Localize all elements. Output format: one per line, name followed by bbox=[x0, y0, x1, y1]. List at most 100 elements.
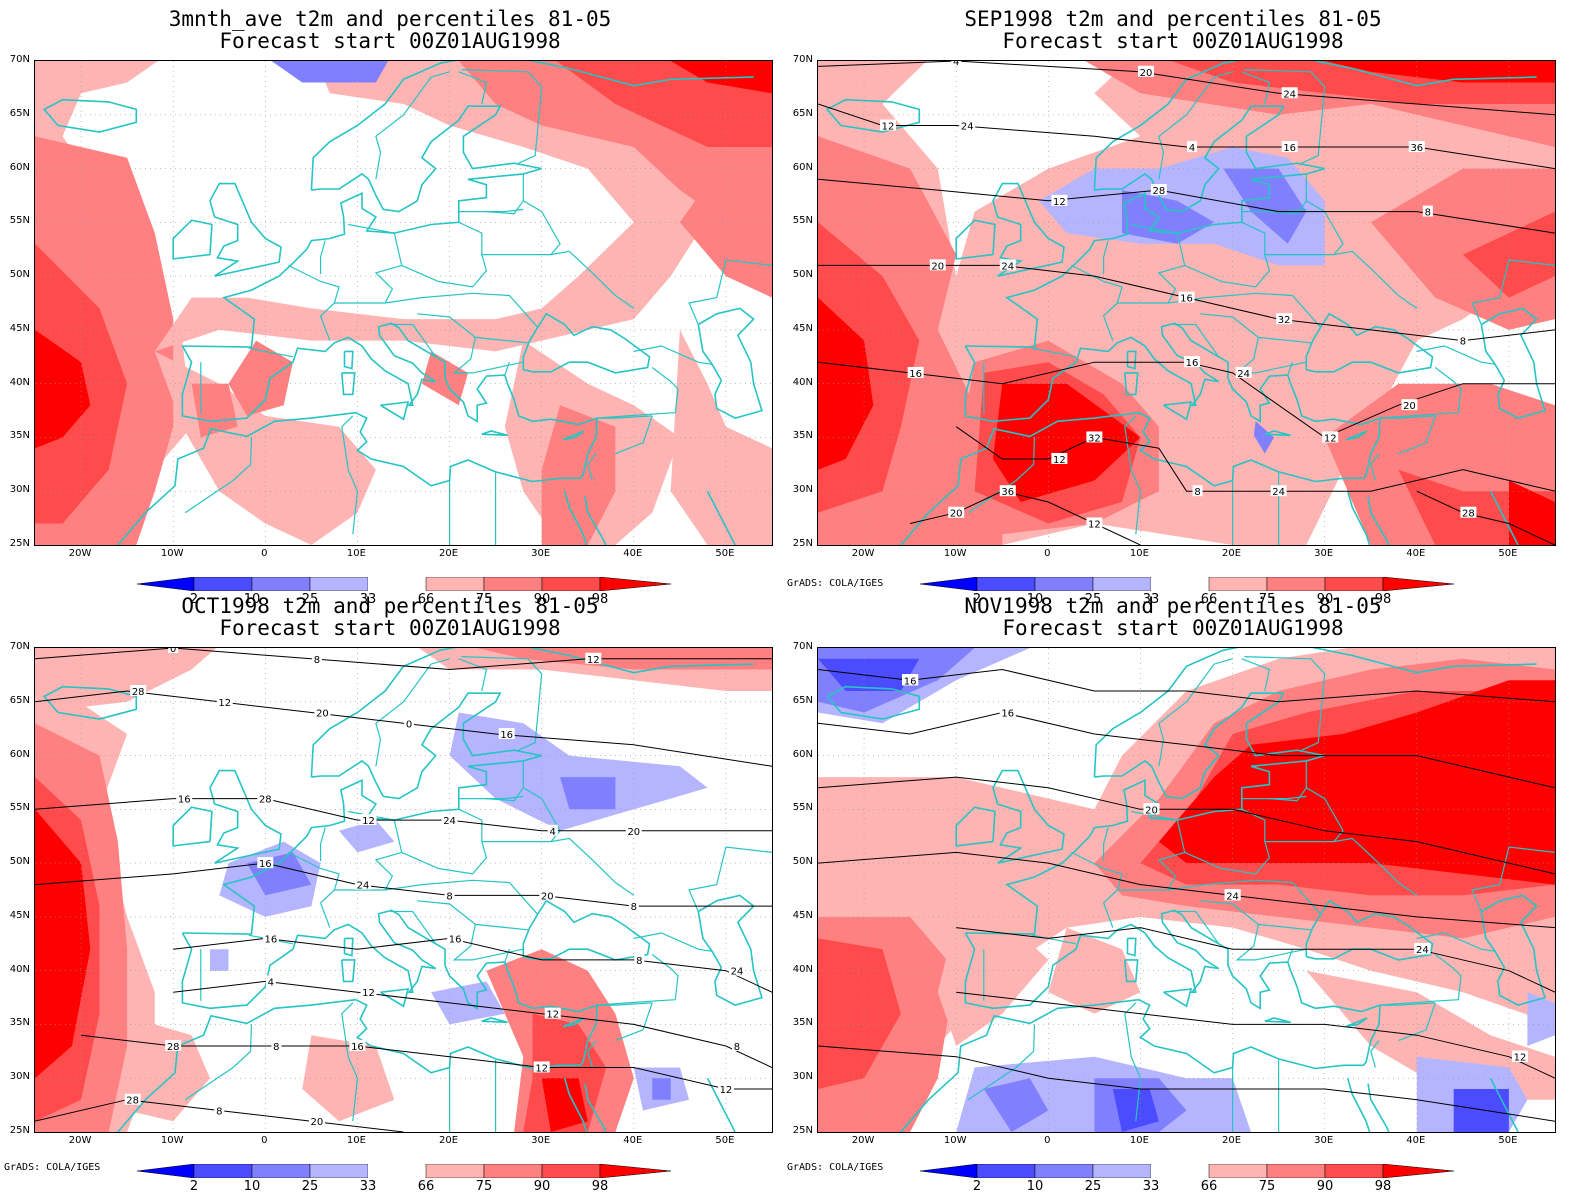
colorbar-segment-p25 bbox=[251, 1163, 311, 1179]
contour-label-bg bbox=[1150, 184, 1167, 196]
colorbar-label: 10 bbox=[243, 592, 261, 607]
border bbox=[1173, 910, 1220, 945]
contour-label-bg bbox=[625, 824, 642, 836]
contour-label-bg bbox=[214, 1104, 225, 1116]
contour-line bbox=[955, 426, 1555, 492]
coastline bbox=[522, 312, 651, 374]
contour-label: 8 bbox=[314, 655, 320, 666]
contour-label: 8 bbox=[216, 1106, 222, 1117]
lon-tick-label: 20W bbox=[68, 1135, 92, 1146]
contour-line bbox=[818, 711, 1555, 789]
colorbar bbox=[919, 1163, 1455, 1179]
map-area: 4 4 8 8 12 8 12 12 12 16 16 12 20 20 16 20 16 20 24 28 24 28 3… bbox=[817, 60, 1556, 546]
border bbox=[1131, 810, 1178, 821]
panel-subtitle: Forecast start 00Z01AUG1998 bbox=[219, 616, 561, 640]
lat-tick-label: 70N bbox=[9, 641, 30, 652]
lat-tick-label: 35N bbox=[792, 1017, 813, 1029]
contour-line bbox=[35, 798, 772, 832]
border bbox=[417, 313, 528, 344]
contour-label-bg bbox=[1276, 313, 1293, 325]
lat-tick-label: 50N bbox=[792, 269, 813, 281]
coastline bbox=[172, 806, 213, 847]
colorbar bbox=[136, 576, 672, 592]
coastline bbox=[1094, 105, 1325, 213]
contour-label: 36 bbox=[1410, 143, 1423, 154]
lat-tick-label: 65N bbox=[792, 694, 813, 706]
coastline bbox=[117, 411, 581, 545]
border bbox=[1184, 808, 1271, 875]
map-area: 0 0 4 8 4 8 8 12 12 8 8 8 12 12 16 16 16 12 12 8 16 20 16 12 16 2… bbox=[34, 647, 773, 1133]
border bbox=[375, 658, 450, 767]
contour-label: 12 bbox=[1088, 519, 1101, 530]
contour-line bbox=[818, 1045, 1555, 1122]
colorbar-label: 75 bbox=[475, 592, 493, 607]
contour-line bbox=[1416, 490, 1555, 545]
lat-tick-label: 30N bbox=[792, 484, 813, 496]
colorbar-segment-p25 bbox=[1034, 1163, 1094, 1179]
map-panel-4: NOV1998 t2m and percentiles 81-05 Forecas… bbox=[783, 587, 1563, 1194]
lat-tick-label: 25N bbox=[792, 538, 813, 549]
contour-label-bg bbox=[1511, 1050, 1528, 1062]
lat-tick-label: 70N bbox=[9, 54, 30, 65]
coastline bbox=[209, 769, 282, 864]
contour-label-bg bbox=[404, 717, 415, 729]
contour-label: 20 bbox=[1403, 401, 1416, 412]
border bbox=[1398, 415, 1436, 455]
coastline bbox=[964, 909, 1381, 1066]
border bbox=[481, 250, 635, 309]
colorbar-segment-p2 bbox=[136, 1163, 195, 1179]
border bbox=[1124, 415, 1142, 535]
coastline bbox=[1489, 490, 1519, 545]
border bbox=[184, 1024, 253, 1101]
coastline bbox=[1346, 490, 1371, 545]
border bbox=[385, 879, 538, 915]
contour-label-bg bbox=[999, 706, 1016, 718]
coastline bbox=[1126, 350, 1137, 370]
lon-tick-label: 20W bbox=[851, 548, 875, 559]
border bbox=[184, 437, 253, 514]
contour-label: 16 bbox=[500, 730, 513, 741]
coastline bbox=[955, 806, 996, 847]
contour-label-bg bbox=[1224, 889, 1241, 901]
border bbox=[486, 787, 524, 802]
contour-label-bg bbox=[216, 695, 233, 707]
t2m-contours: 4 4 8 8 12 8 12 12 12 16 16 12 20 20 16 20 16 20 24 28 24 28 3… bbox=[818, 61, 1555, 545]
colorbar-segment-white bbox=[1151, 577, 1209, 591]
contour-label-bg bbox=[634, 953, 645, 965]
map-area bbox=[34, 60, 773, 546]
coastline bbox=[1305, 899, 1434, 961]
lon-tick-label: 50E bbox=[1498, 1135, 1518, 1146]
contour-label: 24 bbox=[961, 122, 974, 133]
border bbox=[967, 437, 1036, 514]
grads-credit: GrADS: COLA/IGES bbox=[787, 1162, 884, 1173]
border bbox=[1380, 1002, 1436, 1006]
lat-tick-label: 40N bbox=[9, 376, 30, 388]
panel-title: 3mnth_ave t2m and percentiles 81-05 bbox=[168, 7, 612, 31]
coastline bbox=[1094, 692, 1325, 800]
colorbar-segment-p90 bbox=[1324, 1163, 1384, 1179]
coastline bbox=[563, 1077, 588, 1132]
contour-label-bg bbox=[731, 1039, 742, 1051]
coastline bbox=[992, 769, 1065, 864]
contour-label: 12 bbox=[720, 1085, 733, 1096]
shade-region-p98 bbox=[670, 61, 772, 94]
border bbox=[1370, 453, 1380, 481]
map-canvas: -4-44-4048400412444484128816128081216122… bbox=[818, 648, 1555, 1132]
coastline bbox=[562, 430, 585, 441]
coastline bbox=[310, 61, 754, 191]
shade-region-p66 bbox=[302, 1035, 395, 1122]
border bbox=[595, 954, 679, 1006]
colorbar-segment-white bbox=[368, 1164, 426, 1178]
colorbar-segment-p33 bbox=[309, 1163, 369, 1179]
contour-label: 24 bbox=[1226, 891, 1239, 902]
border bbox=[1264, 250, 1418, 309]
shade-region-p98 bbox=[541, 1078, 588, 1132]
coastline bbox=[562, 1017, 585, 1028]
colorbar-label: 2 bbox=[972, 592, 982, 607]
coastlines bbox=[42, 648, 772, 1132]
border bbox=[504, 361, 510, 376]
lat-tick-label: 45N bbox=[792, 322, 813, 334]
lat-tick-label: 45N bbox=[9, 909, 30, 921]
map-panel-3: OCT1998 t2m and percentiles 81-05 Forecas… bbox=[0, 587, 780, 1194]
shade-region-p25 bbox=[1223, 168, 1307, 244]
